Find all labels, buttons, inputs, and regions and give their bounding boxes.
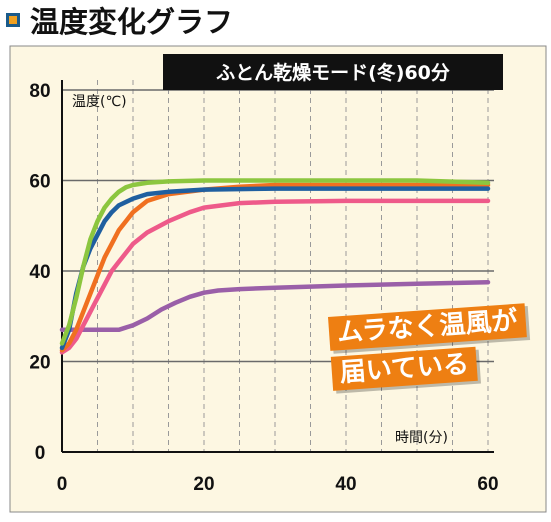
plot-background (9, 45, 547, 513)
x-tick-label: 0 (57, 474, 68, 495)
y-tick-label: 40 (29, 262, 50, 283)
x-tick-label: 40 (335, 474, 356, 495)
chart-title-banner: ふとん乾燥モード(冬)60分 (163, 54, 503, 90)
square-bullet-icon (6, 13, 20, 27)
x-tick-label: 60 (477, 474, 498, 495)
y-tick-label: 80 (29, 81, 50, 102)
chart-header: 温度変化グラフ (0, 0, 551, 40)
annotation-callout: ムラなく温風が 届いている (328, 303, 529, 391)
series-line (59, 198, 491, 355)
y-axis-label: 温度(℃) (72, 94, 127, 110)
series-line (59, 182, 491, 353)
y-tick-label: 60 (29, 172, 50, 193)
x-axis-label: 時間(分) (395, 430, 448, 446)
x-tick-label: 20 (193, 474, 214, 495)
page-title: 温度変化グラフ (30, 5, 234, 39)
temperature-line-chart: 0 20 40 60 80 0 20 40 60 温度(℃) 時間(分) ふとん乾燥モード(冬)60… (9, 45, 547, 513)
y-tick-label: 0 (35, 443, 46, 464)
series-line (59, 280, 491, 333)
chart-title: ふとん乾燥モード(冬)60分 (216, 61, 450, 84)
series-line (59, 178, 491, 346)
y-tick-label: 20 (29, 353, 50, 374)
